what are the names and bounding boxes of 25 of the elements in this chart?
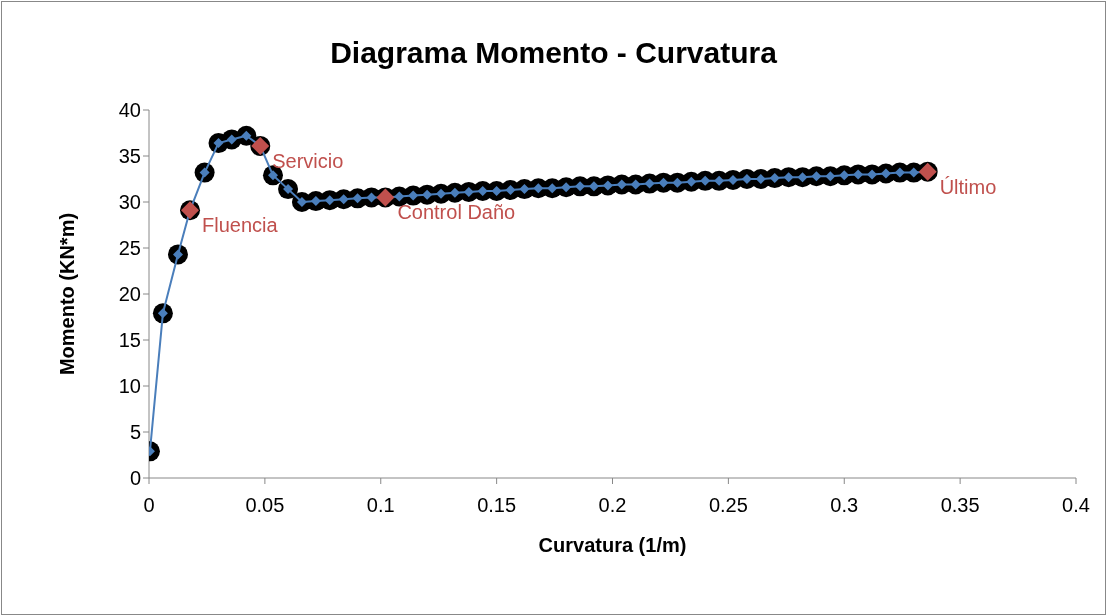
annotation: Control Daño	[397, 201, 516, 224]
y-tick-label: 20	[118, 283, 141, 306]
x-tick-label: 0.2	[598, 494, 627, 517]
annotation: Último	[939, 175, 997, 198]
x-tick-label: 0.15	[477, 494, 517, 517]
x-tick-label: 0.35	[940, 494, 980, 517]
x-tick-label: 0	[143, 494, 155, 517]
x-tick-label: 0.3	[830, 494, 859, 517]
x-tick-label: 0.4	[1062, 494, 1090, 517]
x-tick-label: 0.1	[366, 494, 395, 517]
y-tick-label: 15	[118, 329, 141, 352]
y-tick-label: 5	[129, 421, 141, 444]
y-axis-title: Momento (KN*m)	[56, 212, 79, 376]
y-tick-label: 10	[118, 375, 141, 398]
y-tick-label: 35	[118, 145, 141, 168]
y-tick-label: 25	[118, 237, 141, 260]
annotation: Fluencia	[202, 214, 279, 237]
x-tick-label: 0.25	[708, 494, 748, 517]
y-tick-label: 0	[129, 467, 141, 490]
x-axis-title: Curvatura (1/m)	[538, 534, 687, 556]
annotation: Servicio	[272, 149, 344, 172]
chart-title: Diagrama Momento - Curvatura	[329, 36, 778, 70]
y-tick-label: 40	[118, 99, 141, 122]
y-tick-label: 30	[118, 191, 141, 214]
x-tick-label: 0.05	[245, 494, 285, 517]
